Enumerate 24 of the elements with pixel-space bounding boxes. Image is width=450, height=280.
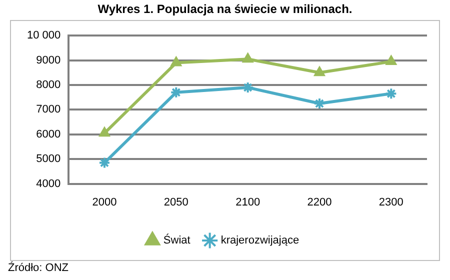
y-tick-label: 9000 [36, 54, 61, 66]
point [170, 56, 182, 66]
x-tick-label: 2300 [378, 196, 404, 208]
y-tick-label: 4000 [36, 178, 61, 190]
chart-title: Wykres 1. Populacja na świecie w milionach. [96, 2, 354, 16]
y-tick-label: 7000 [36, 104, 61, 116]
y-tick-label: 8000 [36, 79, 61, 92]
y-tick-label: 6000 [36, 128, 61, 140]
point [99, 127, 110, 137]
x-tick-label: 2050 [164, 196, 188, 208]
y-tick-label: 10 000 [26, 30, 61, 42]
legend-label: Świat [163, 234, 190, 247]
text: Źródło: ONZ [8, 262, 69, 274]
point [242, 53, 254, 63]
x-tick-label: 2000 [92, 196, 117, 208]
point [313, 98, 326, 110]
legend-label: krajerozwijające [220, 234, 300, 247]
point [386, 56, 396, 66]
point [385, 88, 398, 100]
x-tick-label: 2100 [236, 196, 260, 208]
point [314, 66, 325, 76]
point [98, 156, 110, 169]
y-tick-label: 5000 [36, 153, 61, 166]
x-tick-label: 2200 [307, 196, 332, 208]
